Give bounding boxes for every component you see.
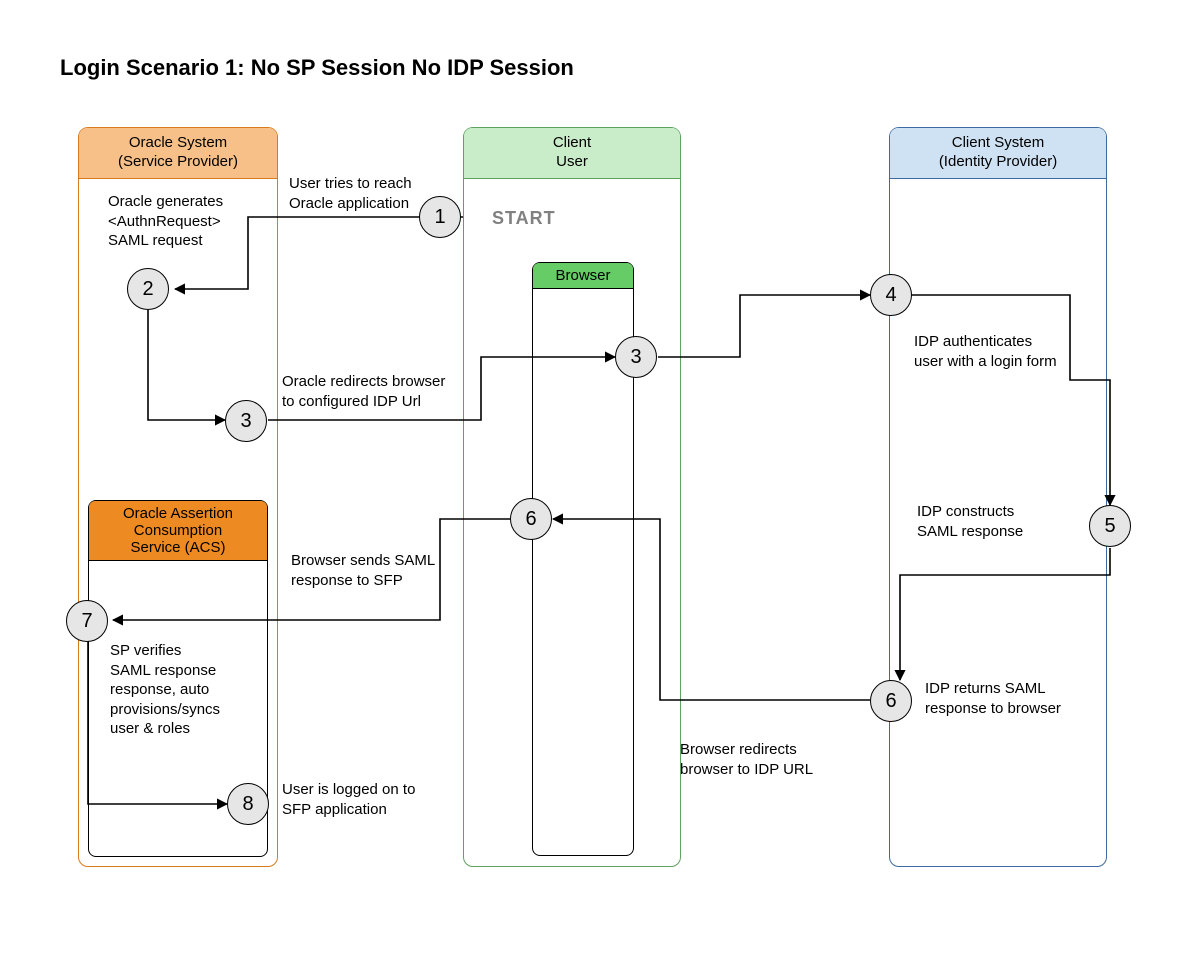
label-l6b: Browser sends SAMLresponse to SFP <box>291 551 471 590</box>
label-l3a: Oracle redirects browserto configured ID… <box>282 372 472 411</box>
label-l5: IDP constructsSAML response <box>917 502 1077 541</box>
step-circle-6b: 6 <box>510 498 552 540</box>
step-circle-6a: 6 <box>870 680 912 722</box>
step-circle-3b: 3 <box>615 336 657 378</box>
label-l6a: IDP returns SAMLresponse to browser <box>925 679 1105 718</box>
step-circle-1: 1 <box>419 196 461 238</box>
step-circle-7: 7 <box>66 600 108 642</box>
edge-e5 <box>910 295 1110 505</box>
label-l7: SP verifiesSAML responseresponse, autopr… <box>110 641 260 739</box>
label-l8: User is logged on toSFP application <box>282 780 462 819</box>
step-circle-3a: 3 <box>225 400 267 442</box>
edge-e2 <box>148 310 225 420</box>
step-circle-5: 5 <box>1089 505 1131 547</box>
step-circle-8: 8 <box>227 783 269 825</box>
diagram-canvas: Login Scenario 1: No SP Session No IDP S… <box>0 0 1178 960</box>
label-l4: IDP authenticatesuser with a login form <box>914 332 1104 371</box>
edge-e6 <box>900 548 1110 680</box>
step-circle-4: 4 <box>870 274 912 316</box>
edge-e4 <box>658 295 870 357</box>
edge-e7 <box>553 519 870 700</box>
step-circle-2: 2 <box>127 268 169 310</box>
label-l2: Oracle generates<AuthnRequest>SAML reque… <box>108 192 268 251</box>
edges-layer <box>0 0 1178 960</box>
label-l6r: Browser redirectsbrowser to IDP URL <box>680 740 860 779</box>
